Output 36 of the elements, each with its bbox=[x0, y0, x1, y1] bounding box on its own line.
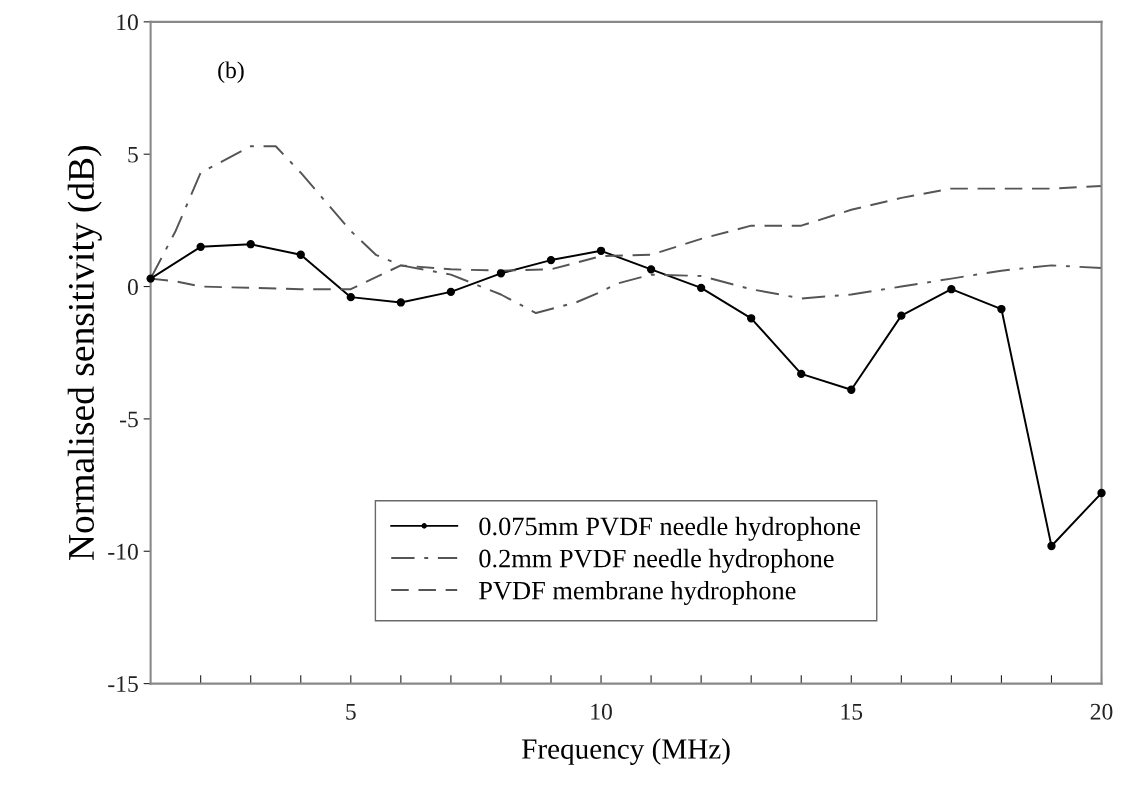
y-axis-title: Normalised sensitivity (dB) bbox=[67, 146, 102, 560]
legend-label: 0.075mm PVDF needle hydrophone bbox=[479, 516, 860, 541]
legend-label: PVDF membrane hydrophone bbox=[479, 580, 796, 605]
point bbox=[797, 369, 806, 379]
x-tick-label: 15 bbox=[841, 703, 863, 720]
point bbox=[1097, 488, 1106, 498]
point bbox=[546, 255, 556, 265]
point bbox=[897, 311, 906, 320]
annotation: (b) bbox=[218, 61, 244, 83]
x-tick-label: 5 bbox=[346, 703, 356, 720]
point bbox=[196, 242, 205, 252]
y-tick-label: -15 bbox=[108, 676, 138, 693]
point bbox=[696, 283, 706, 293]
y-tick-label: 5 bbox=[128, 146, 138, 163]
point bbox=[346, 292, 355, 302]
y-tick-label: 0 bbox=[127, 279, 138, 295]
point bbox=[496, 269, 506, 278]
point bbox=[1047, 541, 1056, 551]
legend-label: 0.2mm PVDF needle hydrophone bbox=[479, 548, 834, 573]
point bbox=[997, 304, 1006, 314]
y-tick-label: -10 bbox=[108, 543, 138, 560]
y-tick-label: 10 bbox=[117, 14, 138, 31]
x-tick-label: 20 bbox=[1090, 703, 1113, 720]
point bbox=[146, 274, 155, 283]
point bbox=[396, 298, 406, 307]
point bbox=[446, 287, 456, 297]
point bbox=[246, 240, 255, 249]
x-tick-label: 10 bbox=[591, 703, 612, 720]
x-axis-title: Frequency (MHz) bbox=[522, 738, 730, 765]
point bbox=[847, 385, 856, 394]
point bbox=[747, 314, 756, 323]
point bbox=[296, 250, 305, 259]
y-tick-label: -5 bbox=[120, 411, 138, 428]
point bbox=[596, 246, 606, 255]
point bbox=[947, 285, 956, 294]
point bbox=[646, 265, 656, 274]
